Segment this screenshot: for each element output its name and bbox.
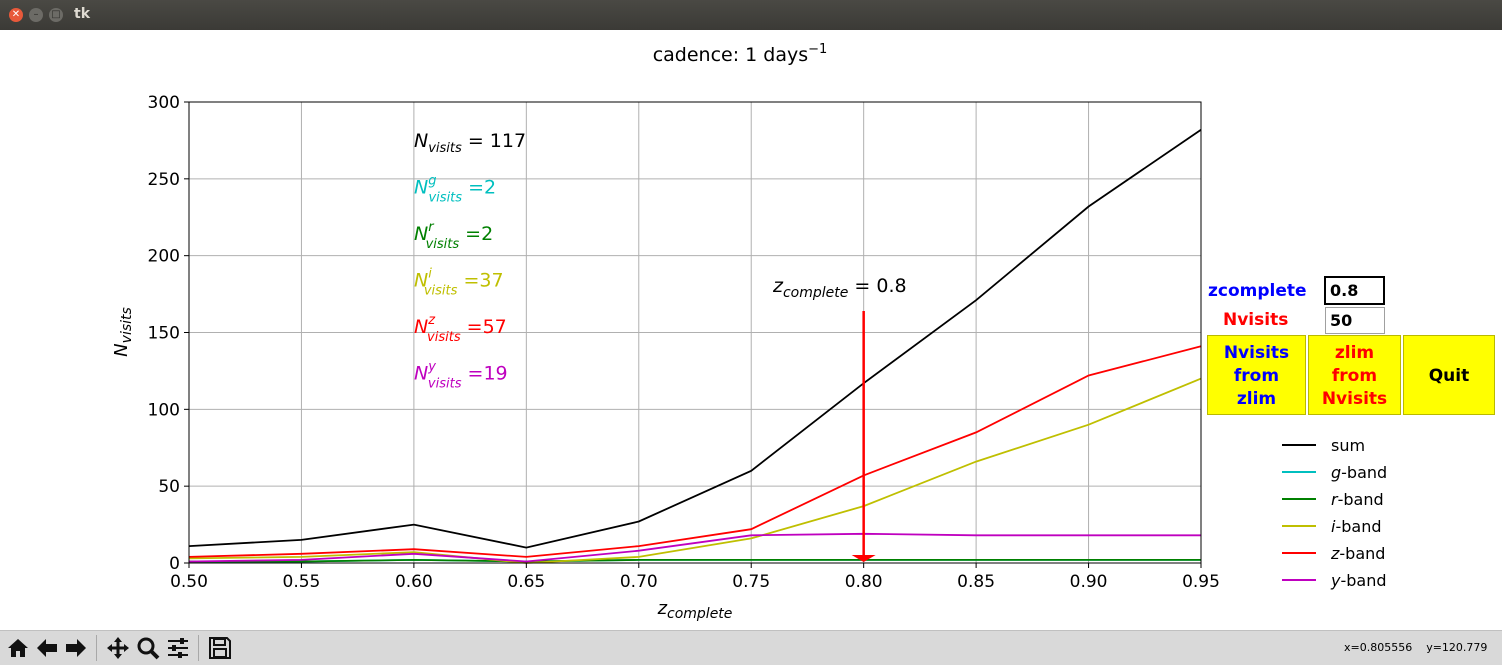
- back-icon[interactable]: [34, 635, 60, 661]
- maximize-icon[interactable]: □: [49, 8, 63, 22]
- chart: cadence: 1 days−1 0.50 0.55 0.60 0.65 0.70 0.…: [111, 42, 1387, 622]
- legend-label: r-band: [1331, 490, 1384, 509]
- forward-icon[interactable]: [63, 635, 89, 661]
- zcomplete-annotation: zcomplete = 0.8: [772, 275, 907, 301]
- zcomplete-arrow-head: [851, 555, 876, 562]
- series-line-y-band: [188, 532, 1201, 563]
- y-tick-label: 50: [158, 477, 180, 497]
- zcomplete-label: zcomplete: [1208, 281, 1307, 301]
- legend-label: i-band: [1331, 517, 1381, 536]
- nvisits-annotation: Nr visits =2: [414, 220, 493, 252]
- series-line-z-band: [188, 345, 1202, 558]
- legend-label: z-band: [1330, 544, 1385, 563]
- legend-label: g-band: [1331, 463, 1387, 482]
- y-tick-label: 250: [148, 170, 180, 190]
- toolbar-separator: [198, 635, 199, 661]
- pan-icon[interactable]: [105, 635, 131, 661]
- plot-frame: [188, 101, 1202, 564]
- legend-label: y-band: [1330, 571, 1387, 590]
- nvisits-annotation: Ng visits =2: [414, 174, 496, 206]
- minimize-icon[interactable]: –: [29, 8, 43, 22]
- nvisits-label: Nvisits: [1223, 310, 1289, 330]
- x-axis-label: zcomplete: [657, 598, 733, 622]
- x-tick-label: 0.50: [170, 572, 208, 592]
- window-titlebar: ✕ – □ tk: [0, 0, 1502, 30]
- home-icon[interactable]: [5, 635, 31, 661]
- nvisits-annotation: Ni visits =37: [414, 267, 504, 299]
- nvisits-annotation: Ny visits =19: [414, 360, 508, 392]
- series-line-r-band: [189, 558, 1201, 563]
- x-tick-label: 0.85: [957, 572, 995, 592]
- nvisits-annotation: Nvisits = 117: [414, 130, 526, 156]
- zcomplete-input[interactable]: [1324, 276, 1385, 305]
- x-tick-label: 0.55: [283, 572, 321, 592]
- x-tick-label: 0.95: [1182, 572, 1220, 592]
- toolbar-separator: [96, 635, 97, 661]
- x-tick-label: 0.60: [395, 572, 433, 592]
- x-tick-label: 0.90: [1070, 572, 1108, 592]
- x-tick-label: 0.75: [732, 572, 770, 592]
- cursor-coordinates: x=0.805556 y=120.779: [1344, 641, 1488, 654]
- x-tick-label: 0.70: [620, 572, 658, 592]
- series-line-i-band: [188, 377, 1202, 564]
- y-tick-label: 0: [169, 554, 180, 574]
- navigation-toolbar: x=0.805556 y=120.779: [0, 630, 1502, 665]
- nvisits-annotation: Nz visits =57: [414, 313, 507, 345]
- figure-canvas[interactable]: cadence: 1 days−1 0.50 0.55 0.60 0.65 0.70 0.…: [0, 30, 1502, 630]
- y-tick-label: 300: [148, 93, 180, 113]
- x-tick-label: 0.65: [507, 572, 545, 592]
- quit-button[interactable]: Quit: [1403, 335, 1495, 415]
- nvisits-from-zlim-button[interactable]: Nvisits from zlim: [1207, 335, 1306, 415]
- zoom-icon[interactable]: [135, 635, 161, 661]
- configure-icon[interactable]: [165, 635, 191, 661]
- nvisits-input[interactable]: [1325, 307, 1385, 334]
- chart-title: cadence: 1 days−1: [653, 42, 828, 66]
- window-title: tk: [74, 6, 91, 22]
- y-tick-label: 200: [148, 247, 180, 267]
- series-line-sum: [188, 128, 1202, 549]
- y-tick-label: 150: [148, 324, 180, 344]
- save-icon[interactable]: [207, 635, 233, 661]
- close-icon[interactable]: ✕: [9, 8, 23, 22]
- legend-label: sum: [1331, 436, 1365, 455]
- x-tick-label: 0.80: [845, 572, 883, 592]
- zlim-from-nvisits-button[interactable]: zlim from Nvisits: [1308, 335, 1401, 415]
- y-tick-label: 100: [148, 400, 180, 420]
- y-axis-label: Nvisits: [111, 307, 135, 357]
